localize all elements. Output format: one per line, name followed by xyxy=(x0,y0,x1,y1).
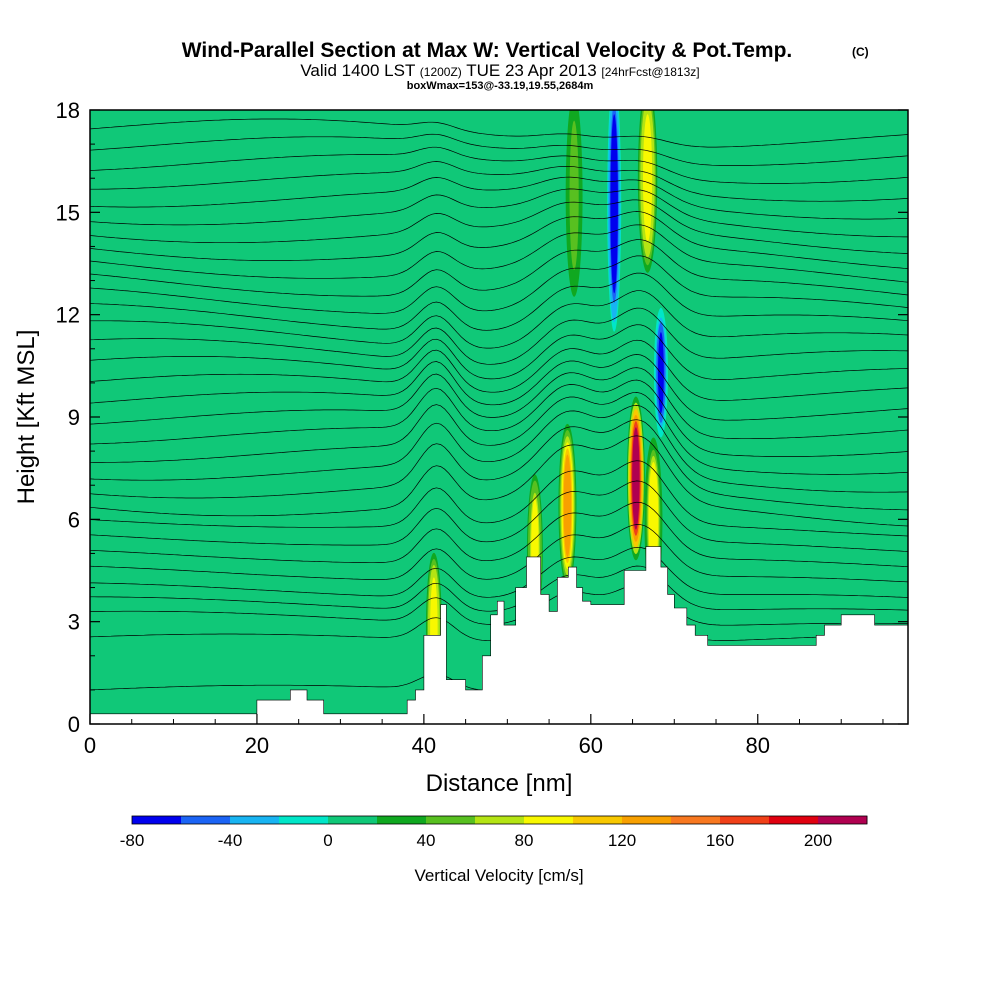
isentrope-line xyxy=(90,405,908,493)
colorbar-swatch xyxy=(524,816,574,824)
colorbar-swatch xyxy=(132,816,182,824)
y-tick-label: 15 xyxy=(56,200,80,225)
colorbar-tick-label: -40 xyxy=(218,831,243,850)
colorbar-swatch xyxy=(573,816,623,824)
y-tick-label: 12 xyxy=(56,303,80,328)
y-axis-ticks: 0 3 6 9 12 15 18 xyxy=(56,98,908,737)
colorbar-swatch xyxy=(622,816,672,824)
subtitle-valid-time: Valid 1400 LST xyxy=(300,61,415,80)
y-axis-label: Height [Kft MSL] xyxy=(13,330,40,505)
isentrope-line xyxy=(90,199,908,254)
title-copyright-mark: (C) xyxy=(852,45,869,59)
colorbar-swatch xyxy=(769,816,819,824)
y-tick-label: 18 xyxy=(56,98,80,123)
isentrope-line xyxy=(90,176,908,220)
colorbar-label: Vertical Velocity [cm/s] xyxy=(414,866,583,885)
colorbar-swatch xyxy=(181,816,231,824)
terrain-mask xyxy=(90,546,908,724)
isentrope-line xyxy=(90,480,908,552)
x-tick-label: 20 xyxy=(245,733,269,758)
chart-title: Wind-Parallel Section at Max W: Vertical… xyxy=(182,39,793,62)
isentrope-line xyxy=(90,501,908,568)
colorbar-frame xyxy=(131,815,868,825)
colorbar-tick-label: 0 xyxy=(323,831,332,850)
isentrope-line xyxy=(90,307,908,365)
plot-area xyxy=(90,110,908,724)
isentrope-line xyxy=(90,460,908,537)
updraft-cell-3 xyxy=(558,423,577,588)
colorbar-tick-label: 200 xyxy=(804,831,832,850)
isentrope-line xyxy=(90,367,908,440)
colorbar-tick-label: 40 xyxy=(417,831,436,850)
y-tick-label: 6 xyxy=(68,507,80,532)
isentrope-line xyxy=(90,211,908,269)
isentrope-line xyxy=(90,224,908,283)
colorbar-swatch xyxy=(230,816,280,824)
y-tick-label: 3 xyxy=(68,610,80,635)
isentrope-line xyxy=(90,133,908,166)
isentrope-line xyxy=(90,272,908,331)
colorbar-swatch xyxy=(377,816,427,824)
isentrope-line xyxy=(90,379,908,457)
y-tick-label: 9 xyxy=(68,405,80,430)
x-tick-label: 0 xyxy=(84,733,96,758)
isentrope-line xyxy=(90,290,908,349)
colorbar-swatch xyxy=(671,816,721,824)
x-axis-ticks: 0 20 40 60 80 xyxy=(84,714,884,758)
isentrope-line xyxy=(90,524,908,583)
colorbar-tick-label: 120 xyxy=(608,831,636,850)
subtitle-forecast: [24hrFcst@1813z] xyxy=(601,65,699,79)
colorbar-tick-label: -80 xyxy=(120,831,145,850)
upper-cell-2 xyxy=(653,307,668,438)
isentrope-contours xyxy=(90,118,908,694)
isentrope-line xyxy=(90,255,908,314)
x-tick-label: 40 xyxy=(412,733,436,758)
isentrope-line xyxy=(90,188,908,238)
colorbar-swatch xyxy=(426,816,476,824)
subtitle-utc-time: (1200Z) xyxy=(420,65,462,79)
isentrope-line xyxy=(90,118,908,148)
colorbar-swatch xyxy=(720,816,770,824)
isentrope-line xyxy=(90,354,908,421)
colorbar-swatch xyxy=(279,816,329,824)
colorbar-swatch xyxy=(818,816,868,824)
x-tick-label: 60 xyxy=(579,733,603,758)
updraft-cell-4 xyxy=(626,396,645,561)
x-axis-label: Distance [nm] xyxy=(426,770,573,797)
isentrope-line xyxy=(90,324,908,380)
x-tick-label: 80 xyxy=(746,733,770,758)
isentrope-line xyxy=(90,392,908,475)
isentrope-line xyxy=(90,546,908,598)
isentrope-line xyxy=(90,146,908,184)
isentrope-line xyxy=(90,161,908,202)
colorbar-tick-label: 160 xyxy=(706,831,734,850)
chart-subtitle: Valid 1400 LST (1200Z) TUE 23 Apr 2013 [… xyxy=(300,61,699,80)
upper-cell-1 xyxy=(607,110,622,332)
isentrope-line xyxy=(90,435,908,527)
isentrope-line xyxy=(90,339,908,401)
colorbar-tick-label: 80 xyxy=(515,831,534,850)
upper-cell-4 xyxy=(563,110,586,315)
subtitle-box-wmax: boxWmax=153@-33.19,19.55,2684m xyxy=(407,80,594,92)
colorbar: -80 -40 0 40 80 120 160 200 xyxy=(120,815,868,850)
y-tick-label: 0 xyxy=(68,712,80,737)
isentrope-line xyxy=(90,419,908,511)
subtitle-date: TUE 23 Apr 2013 xyxy=(466,61,596,80)
colorbar-swatch xyxy=(328,816,378,824)
isentrope-line xyxy=(90,239,908,297)
colorbar-swatch xyxy=(475,816,525,824)
upper-cell-3 xyxy=(636,110,659,281)
